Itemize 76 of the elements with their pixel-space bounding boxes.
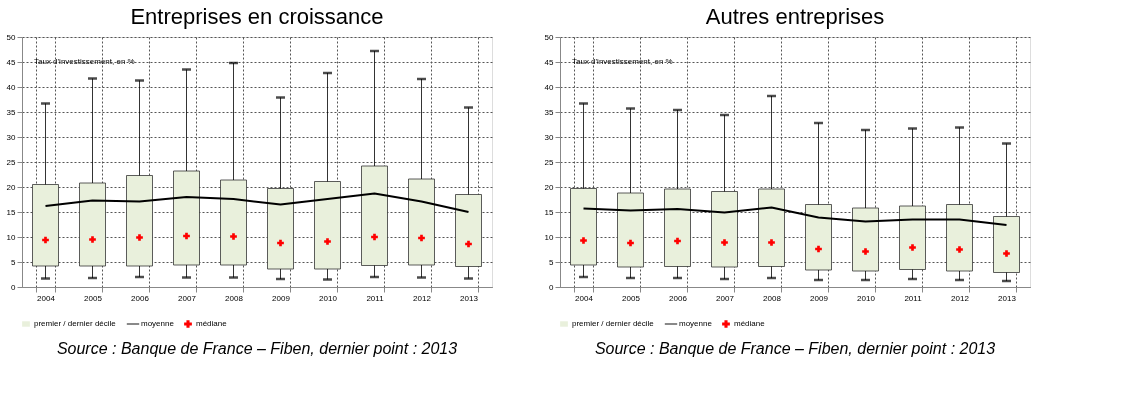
x-tick-label: 2005 (84, 293, 103, 303)
y-tick-label: 10 (544, 232, 555, 242)
y-tick-label: 15 (544, 207, 555, 217)
point (465, 240, 472, 248)
legend-label: moyenne (141, 319, 175, 328)
y-tick-label: 0 (11, 282, 17, 292)
x-tick-label: 2009 (272, 293, 291, 303)
y-tick-label: 50 (544, 32, 555, 42)
point (42, 236, 49, 244)
legend-label: premier / dernier décile (34, 319, 117, 328)
y-tick-label: 35 (544, 107, 555, 117)
x-tick-label: 2012 (413, 293, 432, 303)
x-tick-label: 2010 (857, 293, 876, 303)
y-tick-label: 35 (6, 107, 17, 117)
point (418, 234, 425, 242)
y-tick-label: 40 (544, 82, 555, 92)
point (768, 239, 775, 246)
x-tick-label: 2007 (716, 293, 735, 303)
point (89, 236, 96, 243)
y-tick-label: 30 (6, 132, 17, 142)
y-tick-label: 20 (544, 182, 555, 192)
y-tick-label: 40 (6, 82, 17, 92)
x-tick-label: 2013 (998, 293, 1017, 303)
point (277, 239, 284, 247)
annotation: Taux d'investissement, en % (34, 57, 135, 66)
chart-title: Entreprises en croissance (130, 4, 384, 29)
point (674, 237, 681, 245)
point (324, 238, 331, 245)
x-tick-label: 2011 (904, 293, 923, 303)
chart-title: Autres entreprises (705, 4, 885, 29)
line-series (582, 206, 1008, 226)
y-tick-label: 20 (6, 182, 17, 192)
source-note: Source : Banque de France – Fiben, dernier point : 2013 (56, 340, 458, 357)
point (815, 245, 822, 253)
x-tick-label: 2009 (810, 293, 829, 303)
x-tick-label: 2012 (951, 293, 970, 303)
y-tick-label: 5 (11, 257, 17, 267)
x-tick-label: 2004 (37, 293, 56, 303)
y-tick-label: 45 (544, 57, 555, 67)
legend-label: médiane (734, 319, 766, 328)
legend-label: médiane (196, 319, 228, 328)
x-tick-label: 2011 (366, 293, 385, 303)
point (371, 233, 378, 241)
point (183, 232, 190, 240)
x-tick-label: 2010 (319, 293, 338, 303)
x-tick-label: 2008 (763, 293, 782, 303)
y-tick-label: 25 (6, 157, 17, 167)
y-tick-label: 0 (549, 282, 555, 292)
line-series (44, 192, 470, 213)
point (627, 239, 634, 247)
x-tick-label: 2006 (131, 293, 150, 303)
y-tick-label: 50 (6, 32, 17, 42)
annotation: Taux d'investissement, en % (572, 57, 673, 66)
point (136, 234, 143, 241)
y-tick-label: 30 (544, 132, 555, 142)
y-tick-label: 15 (6, 207, 17, 217)
point (230, 233, 237, 240)
y-tick-label: 5 (549, 257, 555, 267)
x-tick-label: 2005 (622, 293, 641, 303)
legend-label: moyenne (679, 319, 713, 328)
point (862, 248, 869, 255)
point (956, 246, 963, 253)
x-tick-label: 2008 (225, 293, 244, 303)
x-tick-label: 2004 (575, 293, 594, 303)
point (1003, 250, 1010, 257)
source-note: Source : Banque de France – Fiben, dernier point : 2013 (594, 340, 996, 357)
point (580, 237, 587, 244)
x-tick-label: 2013 (460, 293, 479, 303)
point (721, 239, 728, 246)
x-tick-label: 2006 (669, 293, 688, 303)
legend-label: premier / dernier décile (572, 319, 655, 328)
y-tick-label: 25 (544, 157, 555, 167)
y-tick-label: 10 (6, 232, 17, 242)
x-tick-label: 2007 (178, 293, 197, 303)
y-tick-label: 45 (6, 57, 17, 67)
point (909, 244, 916, 251)
